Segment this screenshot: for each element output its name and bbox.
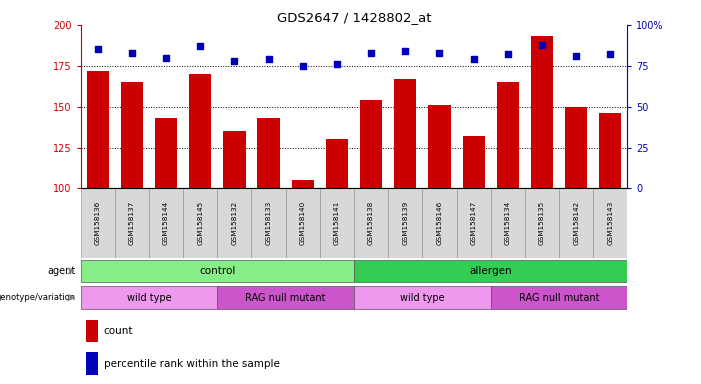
Bar	[257, 118, 280, 188]
Bar	[286, 188, 320, 258]
Point	[126, 50, 137, 56]
Bar	[593, 188, 627, 258]
Text: GSM158147: GSM158147	[470, 201, 477, 245]
Point	[400, 48, 411, 54]
Point	[263, 56, 274, 62]
Text: GSM158137: GSM158137	[129, 201, 135, 245]
Bar	[428, 105, 451, 188]
Bar	[565, 107, 587, 188]
Bar	[463, 136, 484, 188]
Point	[365, 50, 376, 56]
Bar	[559, 188, 593, 258]
Point	[536, 41, 547, 48]
Text: count: count	[104, 326, 133, 336]
Text: GSM158146: GSM158146	[437, 201, 442, 245]
Text: wild type: wild type	[400, 293, 444, 303]
Text: wild type: wild type	[127, 293, 171, 303]
Bar	[121, 82, 143, 188]
Bar	[497, 82, 519, 188]
Text: GSM158144: GSM158144	[163, 201, 169, 245]
Bar	[189, 74, 211, 188]
Title: GDS2647 / 1428802_at: GDS2647 / 1428802_at	[277, 11, 431, 24]
Text: GSM158143: GSM158143	[607, 201, 613, 245]
Point	[297, 63, 308, 69]
Bar	[86, 353, 98, 375]
Bar	[354, 260, 627, 282]
Bar	[81, 188, 115, 258]
Text: allergen: allergen	[470, 266, 512, 276]
Bar	[525, 188, 559, 258]
Point	[92, 46, 103, 53]
Text: GSM158135: GSM158135	[539, 201, 545, 245]
Text: GSM158132: GSM158132	[231, 201, 238, 245]
Bar	[360, 100, 382, 188]
Point	[434, 50, 445, 56]
Bar	[491, 286, 627, 309]
Text: control: control	[199, 266, 236, 276]
Point	[502, 51, 513, 58]
Text: agent: agent	[47, 266, 75, 276]
Bar	[292, 180, 314, 188]
Bar	[81, 260, 354, 282]
Text: RAG null mutant: RAG null mutant	[245, 293, 326, 303]
Bar	[491, 188, 525, 258]
Point	[195, 43, 206, 49]
Text: percentile rank within the sample: percentile rank within the sample	[104, 359, 280, 369]
Text: genotype/variation: genotype/variation	[0, 293, 75, 302]
Text: GSM158133: GSM158133	[266, 201, 271, 245]
Bar	[183, 188, 217, 258]
Bar	[115, 188, 149, 258]
Point	[468, 56, 479, 62]
Bar	[81, 286, 217, 309]
Bar	[531, 36, 553, 188]
Point	[605, 51, 616, 58]
Bar	[217, 286, 354, 309]
Bar	[354, 286, 491, 309]
Text: GSM158140: GSM158140	[300, 201, 306, 245]
Text: GSM158134: GSM158134	[505, 201, 511, 245]
Bar	[149, 188, 183, 258]
Text: GSM158139: GSM158139	[402, 201, 408, 245]
Point	[161, 55, 172, 61]
Bar	[456, 188, 491, 258]
Bar	[252, 188, 286, 258]
Bar	[394, 79, 416, 188]
Bar	[354, 188, 388, 258]
Text: GSM158145: GSM158145	[197, 201, 203, 245]
Bar	[320, 188, 354, 258]
Point	[332, 61, 343, 67]
Bar	[87, 71, 109, 188]
Bar	[422, 188, 456, 258]
Bar	[86, 320, 98, 342]
Bar	[388, 188, 422, 258]
Text: GSM158136: GSM158136	[95, 201, 101, 245]
Point	[571, 53, 582, 59]
Point	[229, 58, 240, 64]
Bar	[217, 188, 252, 258]
Text: GSM158142: GSM158142	[573, 201, 579, 245]
Bar	[326, 139, 348, 188]
Bar	[599, 113, 621, 188]
Text: GSM158138: GSM158138	[368, 201, 374, 245]
Bar	[224, 131, 245, 188]
Text: RAG null mutant: RAG null mutant	[519, 293, 599, 303]
Bar	[155, 118, 177, 188]
Text: GSM158141: GSM158141	[334, 201, 340, 245]
